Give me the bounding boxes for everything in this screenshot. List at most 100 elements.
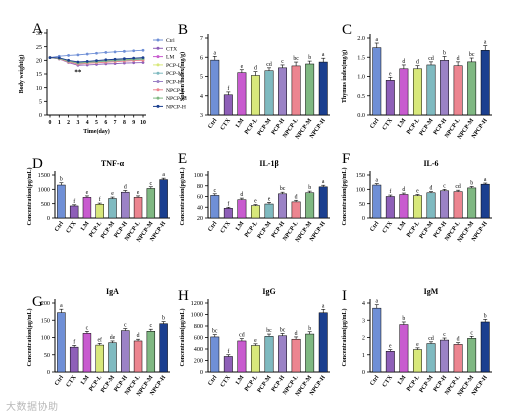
- x-tick-label-G-Ctrl: Ctrl: [54, 374, 65, 386]
- x-tick-label-E-Ctrl: Ctrl: [207, 220, 218, 232]
- data-point-NPCP-H: [104, 58, 108, 62]
- significance-letter-I-LM: b: [402, 316, 405, 322]
- significance-letter-B-NPCP-L: bc: [293, 56, 299, 62]
- y-axis-label-A: Body weight(g): [18, 55, 25, 94]
- y-tick-label-G: 0: [47, 369, 50, 376]
- y-axis-label-G: Concentration(μg/mL): [26, 308, 33, 366]
- x-tick-label-H-PCP-M: PCP-M: [257, 374, 273, 394]
- panel-letter-C: C: [342, 22, 352, 38]
- bar-G-CTX: [69, 346, 79, 373]
- chart-title-I: IgM: [424, 287, 439, 296]
- x-tick-label-H-Ctrl: Ctrl: [207, 374, 218, 386]
- x-tick-label-A: 1: [58, 120, 61, 126]
- significance-letter-E-PCP-H: bc: [280, 186, 286, 192]
- y-tick-label-E: 40: [197, 204, 203, 211]
- significance-letter-H-PCP-M: bc: [266, 328, 272, 334]
- significance-letter-I-NPCP-H: b: [484, 313, 487, 319]
- bar-I-LM: [399, 324, 409, 373]
- significance-letter-I-PCP-M: cd: [428, 336, 434, 342]
- bar-B-PCP-L: [250, 75, 260, 116]
- bar-E-NPCP-L: [291, 201, 301, 219]
- bar-F-CTX: [385, 196, 395, 219]
- bar-D-LM: [82, 197, 92, 219]
- bar-B-CTX: [223, 94, 233, 116]
- bar-H-PCP-H: [278, 335, 288, 373]
- panel-letter-I: I: [342, 288, 347, 304]
- x-tick-label-A: 8: [123, 120, 126, 126]
- x-tick-label-F-LM: LM: [397, 220, 408, 232]
- significance-letter-H-PCP-L: e: [254, 338, 257, 344]
- data-point-NPCP-H: [141, 56, 145, 59]
- y-tick-label-C: 1.5: [357, 54, 365, 61]
- data-point-CTX: [141, 61, 145, 64]
- significance-letter-I-NPCP-L: d: [457, 337, 460, 343]
- significance-letter-F-NPCP-M: b: [470, 180, 473, 186]
- bar-F-LM: [399, 194, 409, 219]
- significance-letter-D-PCP-L: f: [99, 196, 101, 203]
- bar-G-NPCP-H: [159, 323, 168, 373]
- legend-label-PCP-H: PCP-H: [166, 80, 182, 86]
- x-tick-label-H-LM: LM: [235, 374, 246, 386]
- significance-letter-B-Ctrl: a: [213, 50, 216, 56]
- bar-H-NPCP-H: [318, 312, 328, 373]
- y-tick-label-G: 200: [41, 300, 50, 307]
- y-axis-label-H: Concentration(μg/mL): [179, 308, 186, 366]
- significance-letter-D-LM: e: [86, 190, 89, 196]
- watermark-text: 大数据协助: [6, 402, 59, 413]
- significance-letter-H-PCP-H: bc: [280, 327, 286, 333]
- legend-marker-CTX: [156, 46, 160, 50]
- significance-letter-B-LM: e: [241, 64, 244, 70]
- significance-letter-B-NPCP-H: a: [322, 52, 325, 58]
- significance-letter-H-CTX: f: [227, 348, 229, 355]
- bar-C-NPCP-M: [467, 61, 477, 116]
- y-tick-label-H: 1200: [191, 300, 203, 307]
- legend-label-CTX: CTX: [166, 46, 177, 52]
- x-tick-label-E-LM: LM: [235, 220, 246, 232]
- significance-letter-D-Ctrl: b: [60, 177, 63, 183]
- x-tick-label-I-LM: LM: [397, 374, 408, 386]
- significance-letter-F-NPCP-L: cd: [455, 184, 461, 190]
- x-tick-label-C-Ctrl: Ctrl: [369, 117, 380, 129]
- significance-letter-G-Ctrl: a: [60, 303, 63, 309]
- x-tick-label-A: 5: [95, 120, 98, 126]
- panel-letter-D: D: [32, 156, 43, 172]
- x-tick-label-C-CTX: CTX: [382, 117, 395, 131]
- x-tick-label-A: 9: [132, 120, 135, 126]
- data-point-NPCP-H: [76, 60, 80, 64]
- significance-letter-I-PCP-H: c: [443, 332, 446, 338]
- y-tick-label-D: 1500: [38, 172, 50, 179]
- bar-E-PCP-L: [250, 205, 260, 219]
- significance-letter-G-NPCP-L: d: [137, 333, 140, 339]
- x-tick-label-F-PCP-M: PCP-M: [419, 220, 435, 240]
- significance-letter-G-LM: c: [86, 325, 89, 331]
- significance-letter-G-NPCP-M: c: [150, 323, 153, 329]
- bar-C-LM: [399, 68, 409, 116]
- bar-D-PCP-L: [95, 203, 104, 219]
- legend-marker-NPCP-M: [156, 96, 160, 100]
- x-tick-label-H-CTX: CTX: [220, 374, 233, 388]
- y-tick-label-A: 25: [36, 44, 42, 51]
- legend-label-NPCP-L: NPCP-L: [166, 88, 186, 94]
- y-tick-label-G: 100: [41, 335, 50, 342]
- data-point-NPCP-H: [67, 58, 70, 62]
- bar-H-Ctrl: [210, 336, 220, 373]
- y-tick-label-C: 0.5: [357, 93, 365, 100]
- significance-letter-D-PCP-H: d: [124, 184, 127, 190]
- y-tick-label-E: 60: [197, 194, 203, 201]
- bar-C-PCP-M: [426, 64, 436, 116]
- data-point-NPCP-H: [95, 59, 98, 63]
- significance-letter-H-NPCP-L: d: [295, 331, 298, 337]
- x-tick-label-I-Ctrl: Ctrl: [369, 374, 380, 386]
- significance-letter-I-PCP-L: e: [416, 342, 419, 348]
- legend-marker-NPCP-H: [156, 104, 160, 108]
- significance-letter-E-CTX: f: [227, 200, 229, 207]
- significance-letter-F-CTX: f: [389, 188, 391, 195]
- x-tick-label-F-Ctrl: Ctrl: [369, 220, 380, 232]
- y-tick-label-C: 2.0: [357, 35, 365, 42]
- y-tick-label-F: 150: [356, 172, 365, 179]
- bar-C-PCP-L: [412, 68, 422, 116]
- y-tick-label-B: 3: [200, 112, 203, 119]
- data-point-CTX: [132, 61, 136, 65]
- bar-E-NPCP-H: [318, 186, 328, 219]
